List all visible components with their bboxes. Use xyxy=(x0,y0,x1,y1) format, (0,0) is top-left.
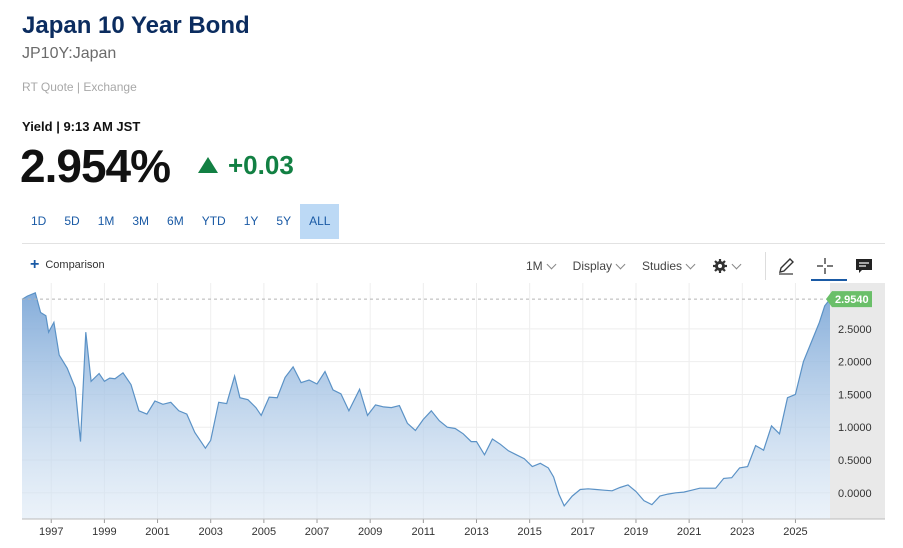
range-button-all[interactable]: ALL xyxy=(300,204,340,239)
comparison-label: Comparison xyxy=(45,259,105,271)
crosshair-active-underline xyxy=(811,279,847,281)
symbol-label: JP10Y:Japan xyxy=(22,45,117,62)
x-axis: 1997 1999 2001 2003 2005 2007 2009 2011 2013 2015… xyxy=(22,518,885,538)
y-tick-label: 0.5000 xyxy=(838,455,872,467)
x-tick-label: 2021 xyxy=(677,526,701,538)
x-tick-label: 2023 xyxy=(730,526,754,538)
price-value: 2.954% xyxy=(20,140,171,192)
comparison-button[interactable]: + Comparison xyxy=(30,256,105,273)
x-tick-label: 2019 xyxy=(624,526,648,538)
interval-dropdown[interactable]: 1M xyxy=(526,259,557,273)
y-tick-label: 2.5000 xyxy=(838,324,872,336)
x-tick-label: 2015 xyxy=(517,526,541,538)
range-button-ytd[interactable]: YTD xyxy=(201,214,226,228)
badge-label: 2.9540 xyxy=(835,294,869,306)
range-button-5y[interactable]: 5Y xyxy=(276,214,292,228)
badge-shape xyxy=(826,291,872,308)
comment-icon xyxy=(856,259,872,273)
settings-dropdown[interactable] xyxy=(712,258,742,274)
range-button-6m[interactable]: 6M xyxy=(167,214,184,228)
pencil-icon xyxy=(779,258,794,275)
range-button-1y[interactable]: 1Y xyxy=(243,214,259,228)
last-value-badge: 2.9540 xyxy=(826,291,872,308)
x-tick-label: 1999 xyxy=(92,526,116,538)
page-title: Japan 10 Year Bond xyxy=(22,12,250,39)
x-tick-label: 2017 xyxy=(571,526,595,538)
crosshair-button[interactable] xyxy=(814,255,836,277)
up-arrow-icon xyxy=(198,156,218,173)
x-tick-label: 2011 xyxy=(412,526,436,538)
x-tick-label: 2003 xyxy=(198,526,222,538)
yield-area xyxy=(22,292,830,519)
change-value: +0.03 xyxy=(228,150,294,180)
x-tick-label: 2007 xyxy=(305,526,329,538)
y-tick-label: 2.0000 xyxy=(838,357,872,369)
chart-toolbar: 1M Display Studies xyxy=(526,252,758,280)
y-axis: 2.5000 2.0000 1.5000 1.0000 0.5000 0.0000 xyxy=(838,324,872,500)
interval-label: 1M xyxy=(526,259,543,273)
y-axis-panel xyxy=(830,283,885,519)
studies-label: Studies xyxy=(642,259,683,273)
gear-icon xyxy=(713,259,728,273)
yield-line xyxy=(21,291,831,508)
x-tick-label: 2013 xyxy=(464,526,488,538)
y-tick-label: 0.0000 xyxy=(838,488,872,500)
display-dropdown[interactable]: Display xyxy=(572,259,626,273)
range-button-1d[interactable]: 1D xyxy=(31,214,47,228)
quote-source: RT Quote | Exchange xyxy=(22,80,137,94)
divider xyxy=(22,243,885,244)
plus-icon: + xyxy=(30,256,40,273)
range-button-3m[interactable]: 3M xyxy=(132,214,150,228)
x-tick-label: 2005 xyxy=(252,526,276,538)
y-tick-label: 1.0000 xyxy=(838,422,872,434)
display-label: Display xyxy=(572,259,613,273)
x-tick-label: 2009 xyxy=(358,526,382,538)
events-button[interactable] xyxy=(853,255,875,277)
yield-timestamp: Yield | 9:13 AM JST xyxy=(22,119,141,134)
x-tick-label: 2001 xyxy=(145,526,169,538)
x-tick-label: 2025 xyxy=(783,526,807,538)
x-tick-label: 1997 xyxy=(39,526,63,538)
y-tick-label: 1.5000 xyxy=(838,389,872,401)
toolbar-separator xyxy=(765,252,766,280)
range-button-1m[interactable]: 1M xyxy=(97,214,115,228)
change-block: +0.03 xyxy=(198,150,294,181)
range-button-5d[interactable]: 5D xyxy=(64,214,80,228)
draw-button[interactable] xyxy=(775,255,797,277)
crosshair-icon xyxy=(817,258,833,274)
range-selector: 1D 5D 1M 3M 6M YTD 1Y 5Y ALL xyxy=(22,204,340,239)
studies-dropdown[interactable]: Studies xyxy=(642,259,696,273)
